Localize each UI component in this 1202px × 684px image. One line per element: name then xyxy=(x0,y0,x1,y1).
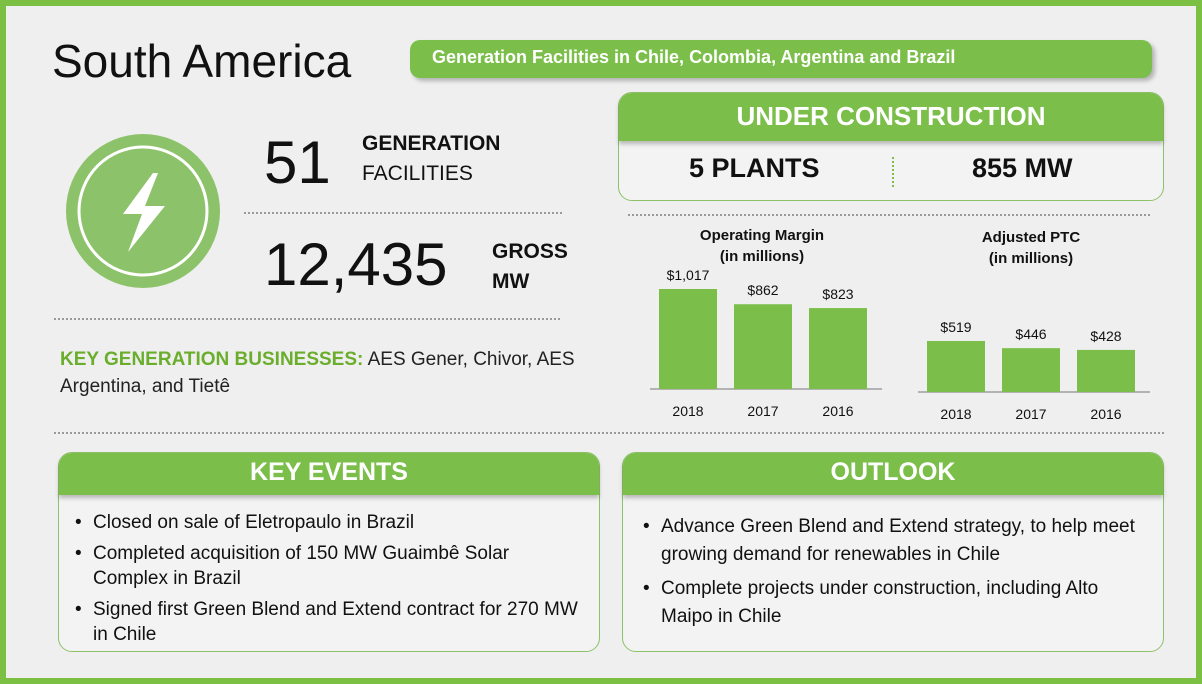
capacity-label: GROSS MW xyxy=(492,237,568,297)
list-item: Complete projects under construction, in… xyxy=(643,575,1155,631)
outlook-panel: OUTLOOK Advance Green Blend and Extend s… xyxy=(622,452,1164,652)
data-label: $446 xyxy=(1015,326,1046,342)
tick-label: 2017 xyxy=(1015,406,1046,422)
bar xyxy=(1002,348,1060,392)
construction-mw: 855 MW xyxy=(972,153,1073,183)
facilities-count: 51 xyxy=(264,129,331,196)
divider xyxy=(244,212,562,214)
facilities-label-rest: FACILITIES xyxy=(362,162,473,185)
data-label: $428 xyxy=(1090,328,1121,344)
tick-label: 2016 xyxy=(822,403,853,419)
data-label: $823 xyxy=(822,286,853,302)
divider xyxy=(54,432,1164,434)
chart-title-text: Adjusted PTC xyxy=(981,229,1081,246)
data-label: $1,017 xyxy=(667,267,710,283)
bar xyxy=(734,304,792,389)
divider xyxy=(628,214,1150,216)
chart-subtitle-text: (in millions) xyxy=(988,250,1074,267)
lightning-bolt-icon xyxy=(66,134,220,288)
subtitle-banner: Generation Facilities in Chile, Colombia… xyxy=(410,40,1152,78)
key-businesses-text: AES Gener, Chivor, AES Argentina, and Ti… xyxy=(60,349,575,397)
key-events-title: KEY EVENTS xyxy=(59,453,599,495)
bar xyxy=(1077,349,1135,392)
facilities-label-bold: GENERATION xyxy=(362,132,501,155)
list-item: Completed acquisition of 150 MW Guaimbê … xyxy=(75,541,585,591)
key-businesses: KEY GENERATION BUSINESSES: AES Gener, Ch… xyxy=(60,346,590,400)
outlook-list: Advance Green Blend and Extend strategy,… xyxy=(643,513,1155,637)
key-events-list: Closed on sale of Eletropaulo in Brazil … xyxy=(75,510,585,653)
value-separator xyxy=(892,157,894,187)
operating-margin-title: Operating Margin (in millions) xyxy=(656,225,868,267)
under-construction-title: UNDER CONSTRUCTION xyxy=(619,93,1163,141)
list-item: Advance Green Blend and Extend strategy,… xyxy=(643,513,1155,569)
chart-title-text: Operating Margin xyxy=(699,227,825,244)
data-label: $519 xyxy=(940,319,971,335)
operating-margin-chart: $1,017 2018 $862 2017 $823 2016 xyxy=(650,267,882,419)
chart-subtitle-text: (in millions) xyxy=(719,248,805,265)
adjusted-ptc-title: Adjusted PTC (in millions) xyxy=(926,227,1136,269)
under-construction-panel: UNDER CONSTRUCTION xyxy=(618,92,1164,201)
tick-label: 2018 xyxy=(940,406,971,422)
capacity-label-line2: MW xyxy=(492,270,530,293)
plants-count: 5 PLANTS xyxy=(689,153,820,183)
facilities-label: GENERATION FACILITIES xyxy=(362,129,500,189)
list-item: Signed first Green Blend and Extend cont… xyxy=(75,597,585,647)
page-title: South America xyxy=(52,35,352,87)
key-businesses-label: KEY GENERATION BUSINESSES: xyxy=(60,349,364,370)
bar xyxy=(659,289,717,389)
capacity-label-line1: GROSS xyxy=(492,240,568,263)
tick-label: 2018 xyxy=(672,403,703,419)
bar xyxy=(927,340,985,392)
capacity-value: 12,435 xyxy=(264,231,448,298)
adjusted-ptc-chart: $519 2018 $446 2017 $428 2016 xyxy=(918,319,1150,422)
key-events-panel: KEY EVENTS Closed on sale of Eletropaulo… xyxy=(58,452,600,652)
tick-label: 2016 xyxy=(1090,406,1121,422)
bar xyxy=(809,308,867,389)
list-item: Closed on sale of Eletropaulo in Brazil xyxy=(75,510,585,535)
tick-label: 2017 xyxy=(747,403,778,419)
outlook-title: OUTLOOK xyxy=(623,453,1163,495)
divider xyxy=(54,318,560,320)
data-label: $862 xyxy=(747,282,778,298)
